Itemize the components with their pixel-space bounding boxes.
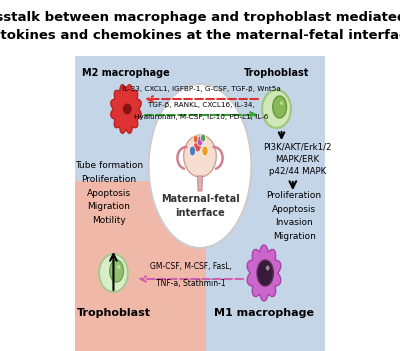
Text: Crosstalk between macrophage and trophoblast mediated by
cytokines and chemokine: Crosstalk between macrophage and trophob…	[0, 11, 400, 41]
Circle shape	[202, 146, 208, 156]
Circle shape	[197, 136, 203, 146]
Text: Trophoblast: Trophoblast	[76, 308, 150, 318]
Circle shape	[201, 134, 206, 142]
Polygon shape	[74, 181, 206, 351]
Text: Hyaluronan, M-CSF, IL-10, PD-L1, IL-6: Hyaluronan, M-CSF, IL-10, PD-L1, IL-6	[134, 114, 268, 120]
Ellipse shape	[99, 254, 128, 292]
Text: Tube formation
Proliferation
Apoptosis
Migration
Motility: Tube formation Proliferation Apoptosis M…	[75, 161, 143, 225]
Circle shape	[273, 96, 286, 118]
Polygon shape	[111, 85, 141, 133]
Polygon shape	[198, 176, 202, 191]
Text: Trophoblast: Trophoblast	[244, 68, 309, 78]
Ellipse shape	[117, 265, 120, 269]
Circle shape	[110, 260, 124, 282]
Circle shape	[193, 135, 198, 143]
Circle shape	[148, 84, 252, 248]
Circle shape	[257, 260, 273, 286]
Ellipse shape	[123, 104, 132, 114]
Text: M2 macrophage: M2 macrophage	[82, 68, 170, 78]
Ellipse shape	[262, 90, 291, 128]
Polygon shape	[247, 245, 281, 301]
Text: TGF-β, RANKL, CXCL16, IL-34,: TGF-β, RANKL, CXCL16, IL-34,	[148, 102, 255, 108]
Text: IL-33, CXCL1, IGFBP-1, G-CSF, TGF-β, Wnt5a: IL-33, CXCL1, IGFBP-1, G-CSF, TGF-β, Wnt…	[122, 86, 281, 92]
Polygon shape	[74, 56, 326, 181]
Ellipse shape	[280, 101, 283, 105]
Text: Proliferation
Apoptosis
Invasion
Migration: Proliferation Apoptosis Invasion Migrati…	[266, 191, 322, 241]
Polygon shape	[74, 0, 326, 56]
Circle shape	[189, 146, 196, 156]
Text: Maternal-fetal
interface: Maternal-fetal interface	[161, 194, 239, 218]
Circle shape	[194, 140, 201, 152]
Text: M1 macrophage: M1 macrophage	[214, 308, 314, 318]
Polygon shape	[206, 181, 326, 351]
Ellipse shape	[184, 135, 216, 177]
Text: TNF-a, Stathmin-1: TNF-a, Stathmin-1	[156, 279, 226, 288]
Text: PI3K/AKT/Erk1/2
MAPK/ERK
p42/44 MAPK: PI3K/AKT/Erk1/2 MAPK/ERK p42/44 MAPK	[263, 142, 332, 176]
Ellipse shape	[266, 265, 270, 271]
Text: GM-CSF, M-CSF, FasL,: GM-CSF, M-CSF, FasL,	[150, 262, 232, 271]
